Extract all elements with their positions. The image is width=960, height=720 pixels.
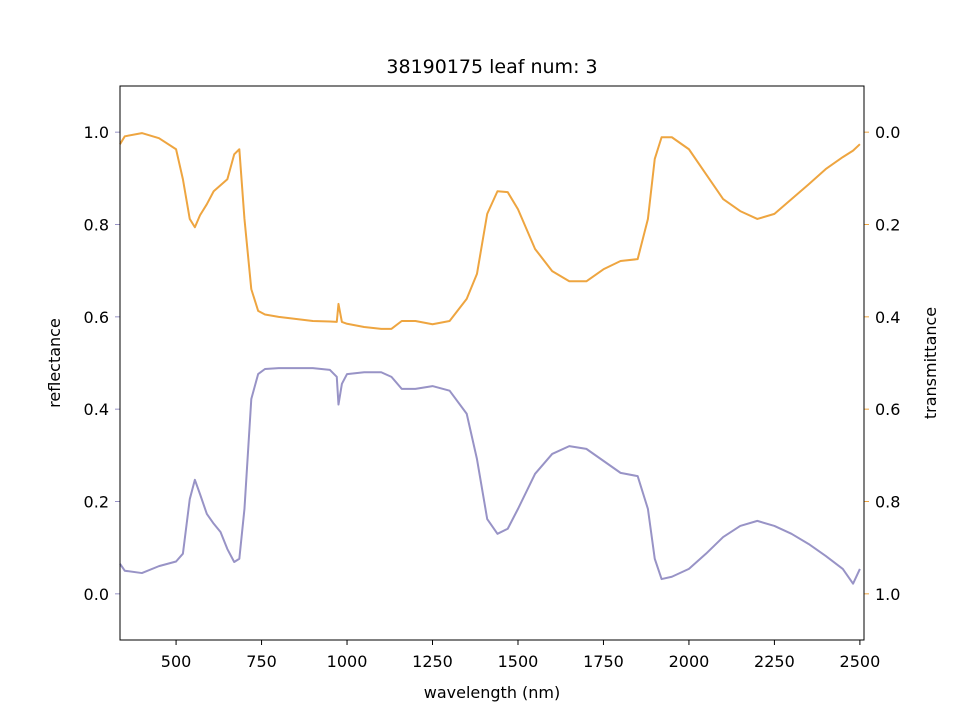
- y-tick-label: 1.0: [84, 123, 109, 142]
- x-tick-label: 1250: [412, 652, 453, 671]
- x-axis-label: wavelength (nm): [424, 683, 561, 702]
- y-axis-label: reflectance: [45, 318, 64, 408]
- x-tick-label: 2500: [840, 652, 881, 671]
- y-tick-label: 0.4: [84, 400, 109, 419]
- y-tick-label: 0.2: [84, 493, 109, 512]
- data-line: [119, 132, 861, 330]
- y2-tick-label: 0.6: [875, 400, 900, 419]
- chart-title: 38190175 leaf num: 3: [386, 56, 597, 78]
- x-tick-label: 750: [246, 652, 277, 671]
- x-tick-label: 2250: [754, 652, 795, 671]
- y-tick-label: 0.6: [84, 308, 109, 327]
- y-tick-label: 0.0: [84, 585, 109, 604]
- x-tick-label: 1000: [327, 652, 368, 671]
- y2-tick-label: 1.0: [875, 585, 900, 604]
- y2-tick-label: 0.2: [875, 216, 900, 235]
- y2-tick-label: 0.0: [875, 123, 900, 142]
- x-tick-label: 500: [161, 652, 192, 671]
- x-tick-label: 2000: [669, 652, 710, 671]
- y2-tick-label: 0.4: [875, 308, 900, 327]
- plot-frame: [119, 85, 865, 641]
- x-tick-label: 1500: [498, 652, 539, 671]
- data-line: [119, 367, 861, 585]
- y2-tick-label: 0.8: [875, 493, 900, 512]
- y-tick-label: 0.8: [84, 216, 109, 235]
- y2-axis-label: transmittance: [921, 307, 940, 419]
- x-tick-label: 1750: [583, 652, 624, 671]
